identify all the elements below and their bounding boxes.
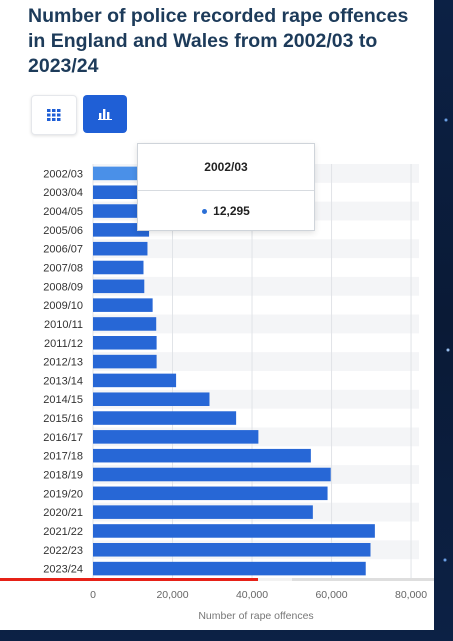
tooltip: 2002/03 12,295 [137, 143, 315, 231]
y-tick-label: 2021/22 [43, 526, 83, 538]
table-view-button[interactable] [31, 95, 77, 135]
bar-2005-06[interactable] [93, 223, 150, 237]
x-axis-title: Number of rape offences [198, 610, 313, 622]
y-tick-label: 2017/18 [43, 451, 83, 463]
row-band [93, 276, 419, 296]
y-tick-label: 2004/05 [43, 206, 83, 218]
bar-2019-20[interactable] [93, 486, 328, 501]
y-tick-label: 2008/09 [43, 281, 83, 293]
bar-2014-15[interactable] [93, 392, 210, 407]
row-band [93, 239, 419, 259]
tooltip-category: 2002/03 [138, 144, 314, 191]
bar-2012-13[interactable] [93, 354, 157, 369]
y-tick-label: 2022/23 [43, 545, 83, 557]
bar-chart-icon [98, 109, 112, 120]
chart-title: Number of police recorded rape offences … [28, 5, 409, 77]
y-tick-label: 2002/03 [43, 168, 83, 180]
y-tick-label: 2007/08 [43, 263, 83, 275]
y-tick-label: 2012/13 [43, 357, 83, 369]
y-tick-label: 2015/16 [43, 413, 83, 425]
tooltip-value: 12,295 [213, 204, 250, 218]
bar-2022-23[interactable] [93, 542, 371, 557]
video-progress-played [0, 578, 258, 581]
bar-2018-19[interactable] [93, 467, 331, 482]
video-progress-bar[interactable] [0, 578, 434, 581]
video-progress-buffered [258, 578, 292, 581]
bar-2008-09[interactable] [93, 279, 145, 294]
bar-2002-03[interactable] [93, 166, 142, 181]
bar-2004-05[interactable] [93, 204, 148, 218]
tooltip-value-row: 12,295 [138, 191, 314, 231]
bar-2009-10[interactable] [93, 298, 153, 312]
y-tick-label: 2013/14 [43, 375, 83, 387]
y-tick-label: 2016/17 [43, 432, 83, 444]
x-tick-label: 20,000 [156, 589, 188, 601]
y-tick-label: 2014/15 [43, 394, 83, 406]
row-band [93, 314, 419, 334]
bar-2011-12[interactable] [93, 335, 157, 350]
y-tick-label: 2011/12 [44, 338, 83, 350]
bar-2006-07[interactable] [93, 241, 148, 256]
bar-2021-22[interactable] [93, 524, 375, 538]
x-tick-label: 60,000 [315, 589, 347, 601]
y-tick-label: 2010/11 [44, 319, 83, 331]
bar-2023-24[interactable] [93, 561, 366, 576]
y-tick-label: 2019/20 [43, 488, 83, 500]
bar-2016-17[interactable] [93, 430, 259, 444]
chart-view-button[interactable] [83, 95, 127, 133]
y-tick-label: 2020/21 [43, 507, 83, 519]
y-tick-label: 2009/10 [43, 300, 83, 312]
x-tick-label: 40,000 [236, 589, 268, 601]
bar-2010-11[interactable] [93, 317, 157, 331]
table-grid-icon [47, 109, 61, 121]
row-band [93, 352, 419, 371]
y-tick-label: 2006/07 [43, 244, 83, 256]
x-tick-label: 80,000 [395, 589, 427, 601]
bar-2015-16[interactable] [93, 411, 237, 425]
chart-card: Number of police recorded rape offences … [0, 0, 434, 630]
y-tick-label: 2005/06 [43, 225, 83, 237]
y-tick-label: 2003/04 [43, 187, 83, 199]
bar-2020-21[interactable] [93, 505, 313, 519]
bar-2007-08[interactable] [93, 260, 144, 275]
y-tick-label: 2023/24 [43, 564, 83, 576]
bar-2003-04[interactable] [93, 185, 146, 200]
bar-chart: 2002/03 2003/04 2004/05 2005/06 2006/07 2007/… [43, 164, 427, 622]
bar-2013-14[interactable] [93, 373, 177, 388]
x-tick-label: 0 [90, 589, 96, 601]
bar-2017-18[interactable] [93, 448, 311, 463]
y-tick-label: 2018/19 [43, 470, 83, 482]
series-dot-icon [202, 208, 208, 214]
